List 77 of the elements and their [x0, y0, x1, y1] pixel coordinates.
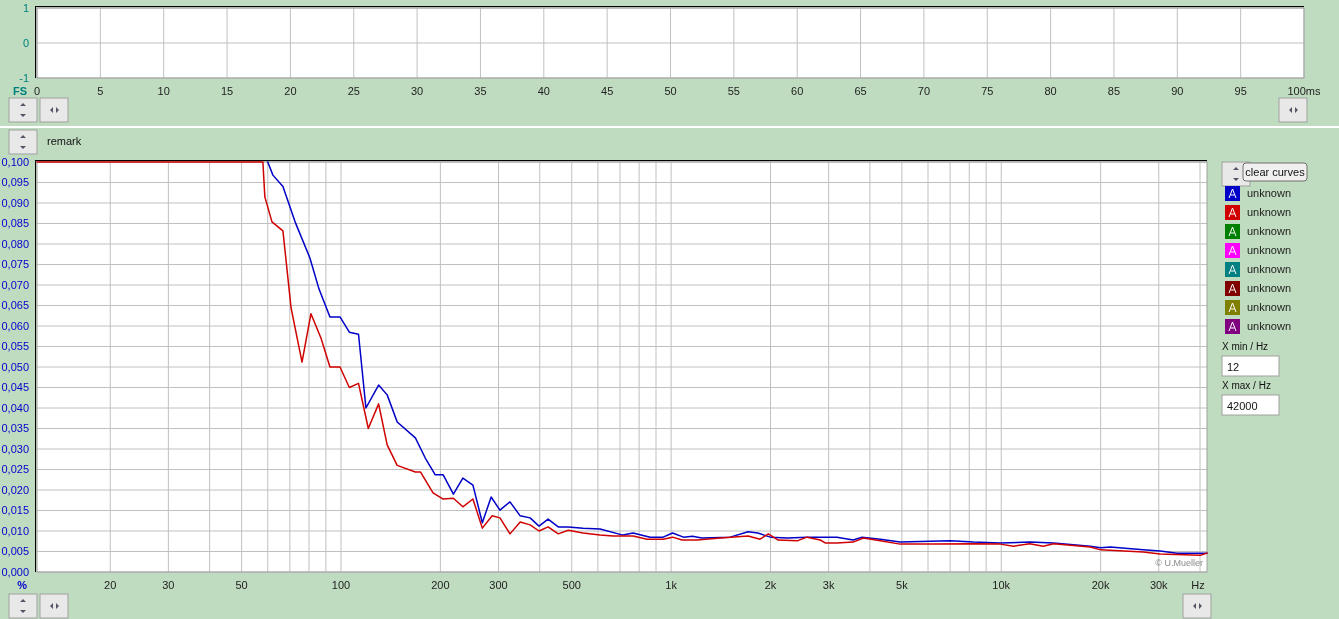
- y-tick-label: 0: [22, 36, 29, 49]
- text: X min / Hz: [1222, 341, 1269, 352]
- x-tick-label: 35: [474, 85, 487, 97]
- y-tick-label: 0,065: [1, 299, 29, 312]
- legend-label: unknown: [1247, 301, 1292, 313]
- x-tick-label: 300: [489, 579, 508, 591]
- y-tick-label: 0,080: [1, 237, 29, 250]
- y-tick-label: 0,000: [1, 565, 29, 578]
- y-tick-label: 0,075: [1, 258, 29, 271]
- x-tick-label: 65: [854, 85, 867, 97]
- y-tick-label: 0,035: [1, 422, 29, 435]
- y-tick-label: 0,025: [1, 463, 29, 476]
- y-tick-label: 0,050: [1, 360, 29, 373]
- x-tick-label: 100ms: [1287, 85, 1321, 97]
- y-tick-label: 0,085: [1, 217, 29, 230]
- y-tick-label: 0,060: [1, 319, 29, 332]
- y-tick-label: 0,030: [1, 442, 29, 455]
- x-tick-label: 40: [537, 85, 550, 97]
- x-tick-label: 200: [431, 579, 450, 591]
- text: X max / Hz: [1222, 380, 1271, 391]
- x-tick-label: 60: [791, 85, 804, 97]
- legend-label: unknown: [1247, 225, 1292, 237]
- x-tick-label: 10k: [992, 579, 1011, 591]
- x-tick-label: 0: [33, 85, 41, 97]
- x-tick-label: 30: [162, 579, 175, 591]
- y-tick-label: 0,095: [1, 176, 29, 189]
- x-tick-label: 5k: [896, 579, 909, 591]
- legend-label: unknown: [1247, 244, 1292, 256]
- y-tick-label: 0,040: [1, 401, 29, 414]
- y-tick-label: 0,055: [1, 340, 29, 353]
- x-tick-label: 75: [981, 85, 994, 97]
- annotation: © U.Mueller: [1155, 558, 1203, 568]
- y-axis-title: FS: [12, 85, 27, 97]
- text: remark: [47, 135, 82, 147]
- y-tick-label: 1: [22, 1, 29, 14]
- x-tick-label: 70: [917, 85, 931, 97]
- y-tick-label: 0,070: [1, 278, 29, 291]
- x-tick-label: 90: [1171, 85, 1184, 97]
- x-tick-label: 95: [1234, 85, 1247, 97]
- x-tick-label: 30k: [1149, 579, 1169, 591]
- x-axis-title: Hz: [1191, 579, 1205, 591]
- y-tick-label: 0,100: [1, 155, 29, 168]
- x-tick-label: 1k: [665, 579, 678, 591]
- x-tick-label: 50: [235, 579, 248, 591]
- text: 42000: [1227, 400, 1258, 412]
- x-tick-label: 85: [1107, 85, 1121, 97]
- x-tick-label: 15: [220, 85, 234, 97]
- text: 12: [1227, 361, 1240, 373]
- x-tick-label: 55: [727, 85, 740, 97]
- y-axis-title: %: [17, 579, 28, 591]
- x-tick-label: 5: [97, 85, 104, 97]
- x-tick-label: 500: [562, 579, 581, 591]
- legend-label: unknown: [1247, 206, 1292, 218]
- x-tick-label: 10: [157, 85, 170, 97]
- x-tick-label: 100: [331, 579, 351, 591]
- legend-label: unknown: [1247, 282, 1292, 294]
- legend-label: unknown: [1247, 263, 1292, 275]
- x-tick-label: 2k: [764, 579, 777, 591]
- y-tick-label: 0,020: [1, 483, 29, 496]
- y-tick-label: 0,045: [1, 381, 29, 394]
- x-tick-label: 20: [284, 85, 297, 97]
- y-tick-label: -1: [19, 71, 29, 84]
- x-tick-label: 50: [664, 85, 677, 97]
- legend-label: unknown: [1247, 320, 1292, 332]
- x-tick-label: 20: [104, 579, 117, 591]
- x-tick-label: 30: [410, 85, 424, 97]
- x-tick-label: 80: [1044, 85, 1057, 97]
- legend-label: unknown: [1247, 187, 1292, 199]
- x-tick-label: 45: [601, 85, 614, 97]
- y-tick-label: 0,090: [1, 196, 29, 209]
- text: clear curves: [1245, 166, 1306, 178]
- y-tick-label: 0,015: [1, 504, 29, 517]
- y-tick-label: 0,005: [1, 545, 29, 558]
- x-tick-label: 25: [347, 85, 360, 97]
- y-tick-label: 0,010: [1, 524, 29, 537]
- x-tick-label: 3k: [822, 579, 835, 591]
- x-tick-label: 20k: [1091, 579, 1110, 591]
